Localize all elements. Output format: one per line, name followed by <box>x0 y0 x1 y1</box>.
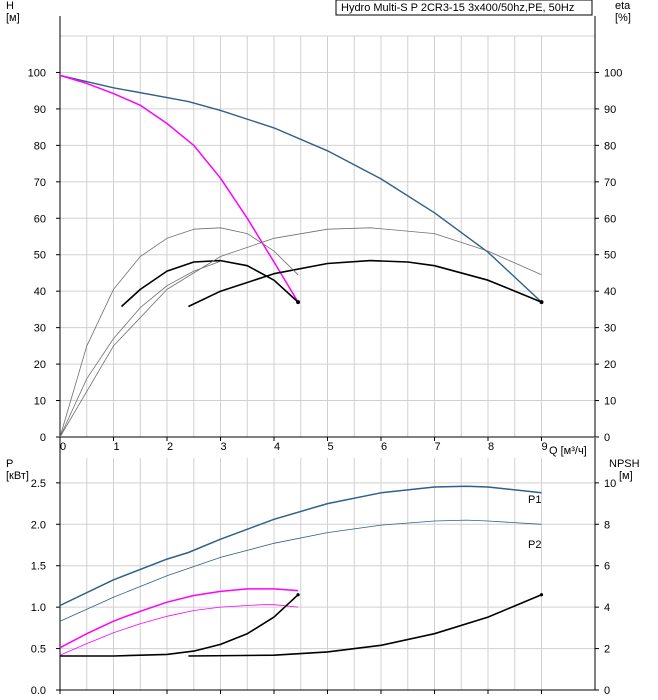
series-p2-1-pump <box>59 604 299 656</box>
duty-point-marker <box>296 300 301 305</box>
series-p1-1-pump <box>59 588 299 649</box>
p-axis-unit: [кВт] <box>6 470 29 482</box>
series-h-2-pumps <box>59 74 542 303</box>
y-tick-label: 60 <box>34 213 46 225</box>
label-p2: P2 <box>528 539 541 551</box>
series-eta-2-pumps <box>188 259 542 308</box>
x-tick-label: 6 <box>381 441 387 453</box>
y-tick-label: 30 <box>34 323 46 335</box>
p-tick-label: 2.0 <box>31 519 46 531</box>
y-left-title: H <box>6 0 14 12</box>
x-tick-label: 5 <box>327 441 333 453</box>
y-right-tick-label: 40 <box>604 286 616 298</box>
series-p2-2-pumps <box>59 519 542 622</box>
p-tick-label: 0.5 <box>31 644 46 656</box>
npsh-tick-label: 0 <box>604 685 610 697</box>
x-tick-label: 2 <box>167 441 173 453</box>
y-right-tick-label: 50 <box>604 250 616 262</box>
p-tick-label: 1.0 <box>31 602 46 614</box>
x-tick-label: 4 <box>274 441 280 453</box>
x-tick-label: 7 <box>434 441 440 453</box>
y-right-unit: [%] <box>615 12 631 24</box>
npsh-tick-label: 8 <box>604 519 610 531</box>
series-h-1-pump <box>59 74 299 303</box>
series-npsh-2-pumps <box>188 593 542 657</box>
x-axis-title: Q [м³/ч] <box>549 445 587 457</box>
npsh-tick-label: 4 <box>604 602 610 614</box>
y-tick-label: 20 <box>34 359 46 371</box>
p-tick-label: 0.0 <box>31 685 46 697</box>
y-right-tick-label: 30 <box>604 323 616 335</box>
duty-point-marker <box>539 300 544 305</box>
npsh-end-marker <box>296 593 300 597</box>
npsh-axis-title: NPSH <box>609 458 640 470</box>
x-tick-label: 8 <box>488 441 494 453</box>
npsh-tick-label: 10 <box>604 478 616 490</box>
y-tick-label: 40 <box>34 286 46 298</box>
x-tick-label: 9 <box>541 441 547 453</box>
series-npsh-1-pump <box>60 594 299 657</box>
y-left-unit: [м] <box>6 12 20 24</box>
npsh-tick-label: 2 <box>604 644 610 656</box>
series-eta-2-pumps-total <box>59 227 542 438</box>
x-tick-label: 0 <box>60 441 66 453</box>
y-tick-label: 70 <box>34 177 46 189</box>
chart-title: Hydro Multi-S P 2CR3-15 3x400/50hz,PE, 5… <box>341 2 574 14</box>
series-eta-1-pump-total <box>59 227 299 438</box>
y-right-tick-label: 0 <box>604 432 610 444</box>
label-p1: P1 <box>528 494 541 506</box>
y-right-tick-label: 10 <box>604 396 616 408</box>
y-tick-label: 10 <box>34 396 46 408</box>
y-right-tick-label: 60 <box>604 213 616 225</box>
y-tick-label: 0 <box>40 432 46 444</box>
y-tick-label: 50 <box>34 250 46 262</box>
y-right-title: eta <box>615 0 631 12</box>
y-tick-label: 80 <box>34 140 46 152</box>
x-tick-label: 1 <box>113 441 119 453</box>
p-tick-label: 1.5 <box>31 561 46 573</box>
npsh-axis-unit: [м] <box>619 470 633 482</box>
y-right-tick-label: 20 <box>604 359 616 371</box>
y-right-tick-label: 70 <box>604 177 616 189</box>
x-tick-label: 3 <box>220 441 226 453</box>
npsh-end-marker <box>539 593 544 597</box>
y-tick-label: 100 <box>28 67 46 79</box>
title-box <box>335 0 593 16</box>
y-tick-label: 90 <box>34 104 46 116</box>
npsh-tick-label: 6 <box>604 561 610 573</box>
series-p1-2-pumps <box>59 485 542 607</box>
p-tick-label: 2.5 <box>31 478 46 490</box>
series-eta-1-pump-aux <box>59 260 221 438</box>
y-right-tick-label: 90 <box>604 104 616 116</box>
y-right-tick-label: 100 <box>604 67 622 79</box>
series-eta-1-pump <box>120 259 299 308</box>
y-right-tick-label: 80 <box>604 140 616 152</box>
p-axis-title: P <box>6 458 13 470</box>
